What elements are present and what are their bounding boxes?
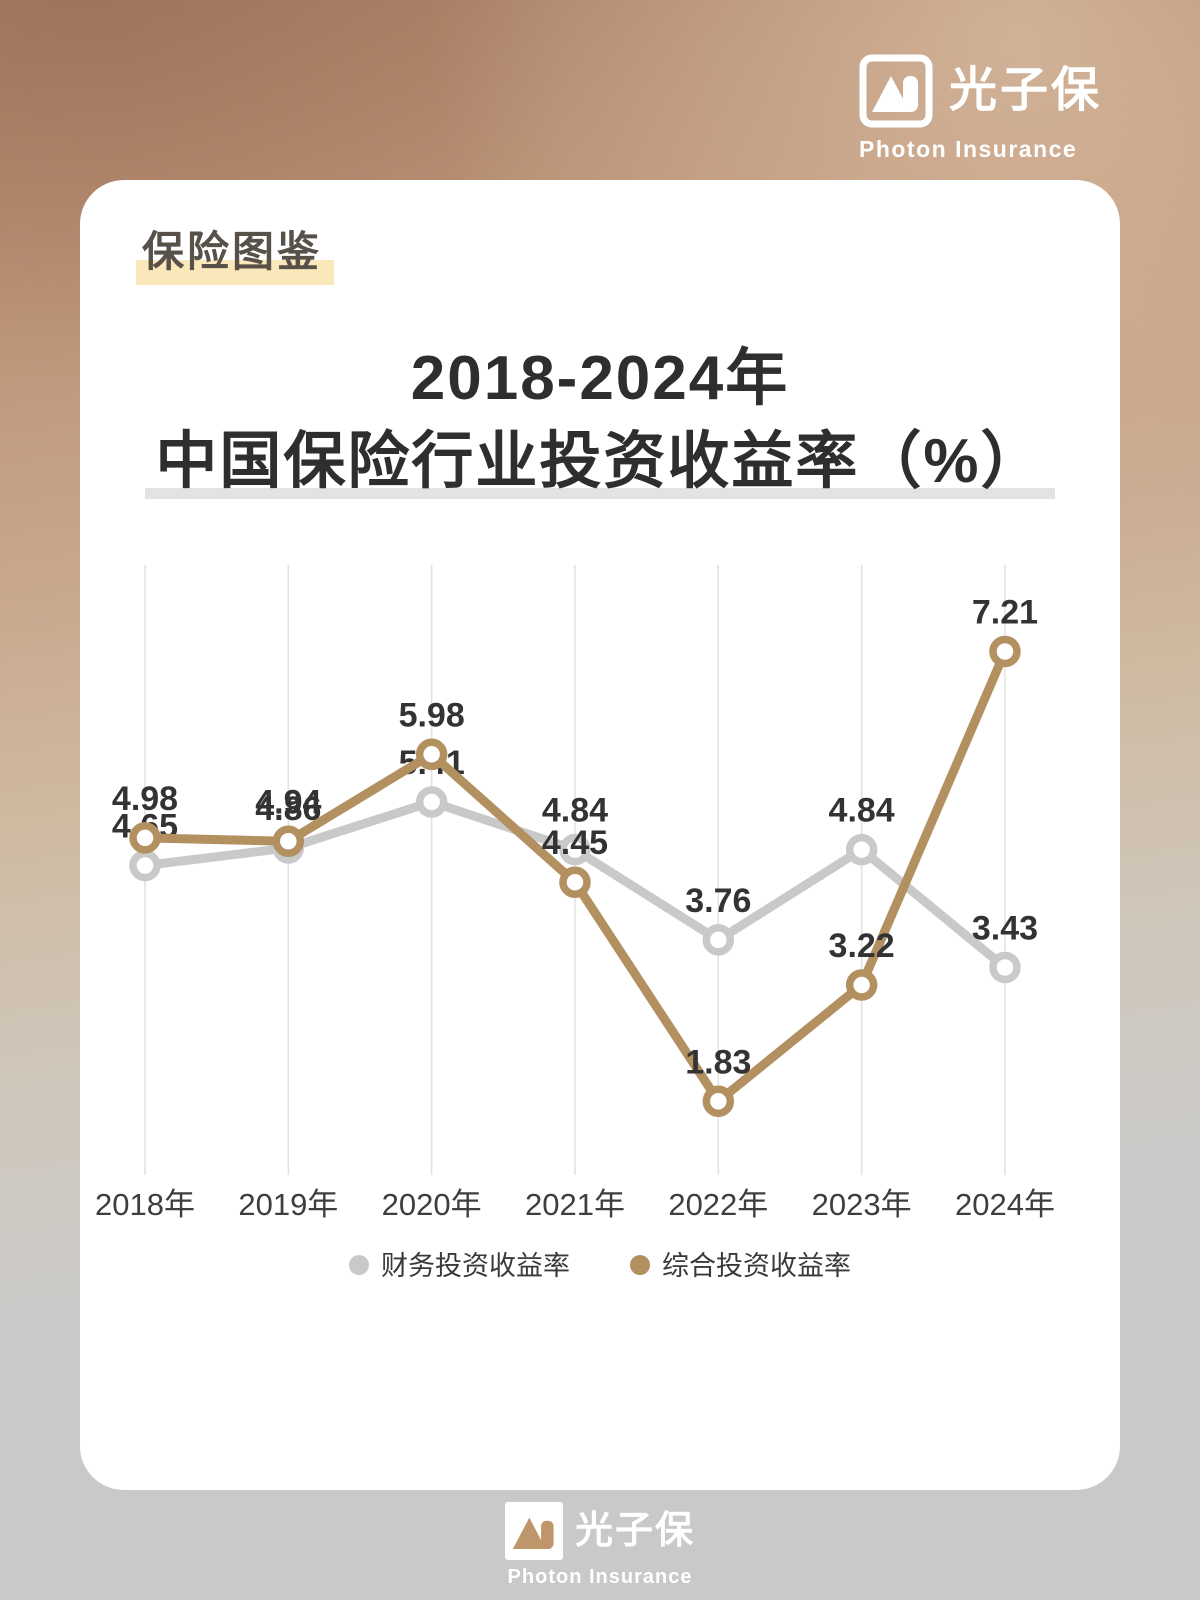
data-point	[989, 635, 1021, 667]
chart-svg: 4.654.865.414.843.764.843.434.984.945.98…	[95, 564, 1055, 1281]
data-point	[702, 1085, 735, 1117]
brand-name-en: Photon Insurance	[858, 136, 1078, 162]
x-axis-label: 2018年	[95, 1187, 195, 1222]
data-label: 4.86	[255, 790, 321, 828]
title-line2: 中国保险行业投资收益率（%）	[155, 426, 1045, 496]
footer-brand-row: 光子保	[504, 1502, 695, 1560]
legend-dot	[630, 1254, 650, 1275]
data-point	[845, 968, 878, 1001]
data-label: 1.83	[685, 1043, 751, 1081]
x-axis-label: 2020年	[382, 1187, 482, 1222]
data-label: 4.84	[542, 791, 608, 829]
x-axis-label: 2021年	[525, 1187, 625, 1222]
legend-label: 财务投资收益率	[381, 1251, 570, 1281]
data-label: 3.22	[829, 927, 895, 965]
data-point	[415, 738, 448, 770]
data-point	[559, 833, 591, 866]
x-axis-label: 2023年	[812, 1187, 912, 1222]
content-card: 保险图鉴 2018-2024年 中国保险行业投资收益率（%） 4.654.865…	[80, 180, 1120, 1490]
line-chart: 4.654.865.414.843.764.843.434.984.945.98…	[80, 537, 1120, 1312]
brand-name-zh-footer: 光子保	[574, 1510, 695, 1552]
data-point	[415, 785, 448, 818]
data-point	[559, 866, 591, 898]
photon-logo-icon	[859, 54, 933, 128]
data-label: 3.76	[685, 882, 751, 920]
data-label: 4.84	[829, 791, 895, 829]
title-underline	[145, 487, 1055, 499]
title-line1: 2018-2024年	[410, 343, 790, 413]
data-label: 4.45	[542, 824, 608, 862]
data-label: 4.98	[112, 780, 178, 818]
data-point	[272, 825, 305, 857]
x-axis-label: 2019年	[238, 1187, 338, 1222]
logo-bar	[902, 76, 918, 112]
data-point	[989, 951, 1021, 983]
logo-triangle	[871, 76, 910, 112]
footer-brand: 光子保 Photon Insurance	[0, 1502, 1200, 1589]
photon-logo-icon-footer	[504, 1502, 563, 1560]
badge-label: 保险图鉴	[136, 226, 335, 285]
header-brand: 光子保 Photon Insurance	[859, 54, 1102, 163]
data-label: 7.21	[972, 593, 1038, 631]
logo-triangle	[512, 1517, 546, 1550]
brand-name-zh: 光子保	[948, 64, 1102, 117]
header-brand-row: 光子保	[859, 54, 1102, 128]
logo-bar	[541, 1520, 554, 1550]
data-point	[129, 849, 161, 881]
x-axis-label: 2024年	[955, 1187, 1055, 1222]
brand-name-en-footer: Photon Insurance	[507, 1566, 693, 1588]
data-point	[702, 923, 735, 956]
data-label: 5.98	[399, 696, 465, 734]
data-label: 3.43	[972, 909, 1038, 947]
data-point	[129, 821, 161, 854]
page-title: 2018-2024年 中国保险行业投资收益率（%）	[80, 337, 1120, 503]
x-axis-label: 2022年	[668, 1187, 768, 1222]
legend-label: 综合投资收益率	[662, 1251, 851, 1281]
data-point	[845, 833, 878, 866]
legend-dot	[349, 1254, 369, 1275]
data-label: 4.94	[255, 783, 321, 821]
